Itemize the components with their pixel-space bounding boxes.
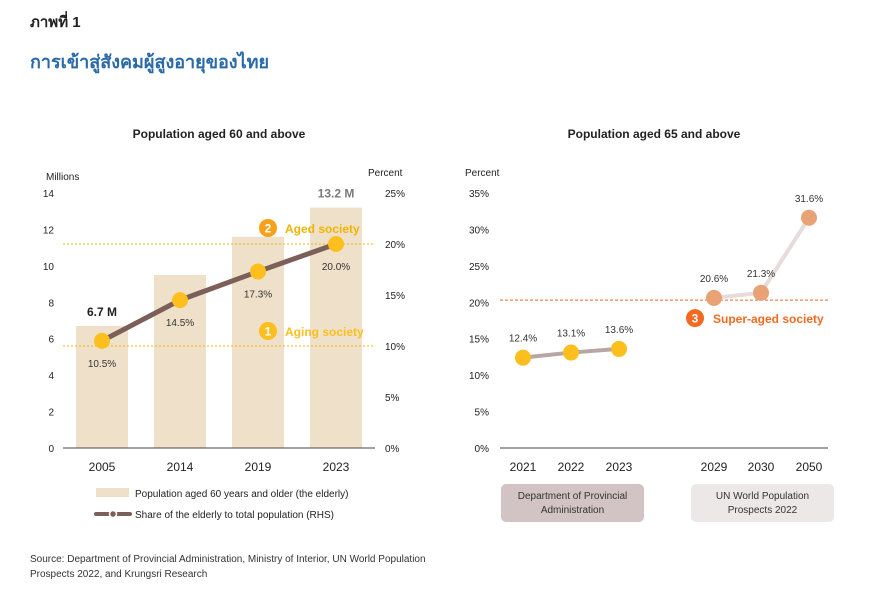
legend-bar-swatch: [96, 488, 129, 497]
left-y-tick-label: 8: [48, 298, 54, 309]
left-x-tick-label: 2014: [167, 460, 194, 474]
left-y-tick-label: 12: [43, 225, 55, 236]
threshold-badge-number: 1: [265, 325, 272, 339]
left-y2-tick-label: 5%: [385, 393, 400, 404]
share-data-label: 14.5%: [166, 318, 194, 329]
share-marker: [250, 263, 266, 280]
source-box-label-line: Department of Provincial: [518, 491, 628, 502]
dpa-data-label: 12.4%: [509, 334, 537, 345]
dpa-series-marker: [515, 349, 531, 366]
right-x-tick-label: 2021: [510, 460, 537, 474]
right-x-tick-label: 2023: [606, 460, 633, 474]
right-x-tick-label: 2030: [748, 460, 775, 474]
un-series-marker: [801, 209, 817, 226]
figure-title: การเข้าสู่สังคมผู้สูงอายุของไทย: [30, 52, 270, 72]
threshold-label: Aging society: [285, 325, 364, 339]
share-line: [99, 241, 339, 344]
left-y2-tick-label: 10%: [385, 342, 405, 353]
left-y-tick-label: 4: [48, 371, 54, 382]
right-y-tick-label: 35%: [469, 189, 489, 200]
bar-value-label: 13.2 M: [318, 187, 355, 201]
right-y-tick-label: 15%: [469, 335, 489, 346]
share-data-label: 17.3%: [244, 290, 272, 301]
right-chart-title: Population aged 65 and above: [568, 127, 741, 141]
left-y2-axis-label: Percent: [368, 168, 403, 179]
legend-line-marker: [108, 509, 118, 519]
share-marker: [94, 332, 110, 349]
left-x-tick-label: 2019: [245, 460, 272, 474]
dpa-data-label: 13.1%: [557, 329, 585, 340]
source-box: [501, 484, 644, 522]
right-x-tick-label: 2050: [796, 460, 823, 474]
left-y2-tick-label: 15%: [385, 291, 405, 302]
left-y2-tick-label: 20%: [385, 240, 405, 251]
legend-line-label: Share of the elderly to total population…: [135, 510, 334, 521]
source-note: Source: Department of Provincial Adminis…: [30, 554, 426, 580]
left-y-tick-label: 2: [48, 408, 54, 419]
source-box-label-line: Prospects 2022: [728, 505, 798, 516]
right-x-tick-label: 2029: [701, 460, 728, 474]
right-y-tick-label: 0%: [475, 444, 490, 455]
figure-label: ภาพที่ 1: [30, 14, 81, 31]
dpa-series-marker: [563, 344, 579, 361]
legend-bar-label: Population aged 60 years and older (the …: [135, 489, 348, 500]
left-y-tick-label: 10: [43, 262, 55, 273]
source-box: [691, 484, 834, 522]
share-marker: [172, 292, 188, 309]
dpa-data-label: 13.6%: [605, 325, 633, 336]
left-chart-title: Population aged 60 and above: [133, 127, 306, 141]
source-box-label-line: Administration: [541, 505, 604, 516]
left-x-tick-label: 2005: [89, 460, 116, 474]
threshold-badge-number: 2: [265, 222, 272, 236]
left-y-tick-label: 6: [48, 335, 54, 346]
left-y2-tick-label: 25%: [385, 189, 405, 200]
super-aged-badge: [686, 309, 704, 328]
left-x-tick-label: 2023: [323, 460, 350, 474]
un-series-marker: [753, 284, 769, 301]
right-y-tick-label: 10%: [469, 371, 489, 382]
super-aged-badge-number: 3: [692, 312, 699, 326]
share-marker: [328, 236, 344, 252]
right-x-tick-label: 2022: [558, 460, 585, 474]
share-data-label: 10.5%: [88, 359, 116, 370]
right-y-tick-label: 30%: [469, 225, 489, 236]
un-data-label: 20.6%: [700, 274, 728, 285]
threshold-badge: [259, 219, 277, 237]
right-y-tick-label: 25%: [469, 262, 489, 273]
threshold-badge: [259, 322, 277, 340]
un-data-label: 31.6%: [795, 194, 823, 205]
un-series-marker: [706, 289, 722, 306]
bar-value-label: 6.7 M: [87, 305, 117, 319]
share-data-label: 20.0%: [322, 262, 350, 273]
un-data-label: 21.3%: [747, 269, 775, 280]
threshold-label: Aged society: [285, 222, 360, 236]
right-y-tick-label: 20%: [469, 298, 489, 309]
left-y2-tick-label: 0%: [385, 444, 400, 455]
super-aged-label: Super-aged society: [713, 312, 824, 326]
left-y-axis-label: Millions: [46, 172, 79, 183]
left-y-tick-label: 0: [48, 444, 54, 455]
dpa-series-marker: [611, 340, 627, 357]
left-y-tick-label: 14: [43, 189, 55, 200]
right-y-tick-label: 5%: [475, 408, 490, 419]
source-box-label-line: UN World Population: [716, 491, 809, 502]
right-y-axis-label: Percent: [465, 168, 500, 179]
